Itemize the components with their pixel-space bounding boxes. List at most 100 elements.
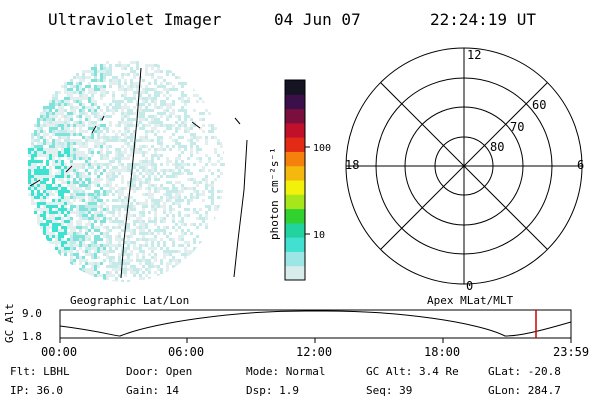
uv-pixel (49, 190, 52, 193)
uv-pixel (127, 256, 130, 259)
uv-pixel (148, 178, 151, 181)
uv-pixel (97, 169, 100, 172)
uv-pixel (34, 196, 37, 199)
uv-pixel (43, 214, 46, 217)
uv-pixel (73, 112, 76, 115)
uv-pixel (148, 253, 151, 256)
uv-pixel (181, 190, 184, 193)
uv-pixel (52, 160, 55, 163)
uv-pixel (85, 178, 88, 181)
uv-pixel (79, 226, 82, 229)
uv-pixel (70, 157, 73, 160)
uv-pixel (94, 268, 97, 271)
uv-pixel (166, 82, 169, 85)
uv-pixel (100, 157, 103, 160)
uv-pixel (88, 91, 91, 94)
uv-pixel (43, 229, 46, 232)
uv-pixel (58, 145, 61, 148)
uv-pixel (46, 121, 49, 124)
uv-pixel (88, 202, 91, 205)
uv-pixel (64, 136, 67, 139)
uv-pixel (55, 235, 58, 238)
uv-pixel (46, 205, 49, 208)
uv-pixel (124, 97, 127, 100)
uv-pixel (58, 157, 61, 160)
uv-pixel (94, 241, 97, 244)
uv-pixel (79, 268, 82, 271)
uv-pixel (52, 199, 55, 202)
uv-pixel (88, 238, 91, 241)
uv-pixel (100, 172, 103, 175)
uv-pixel (70, 175, 73, 178)
uv-pixel (127, 64, 130, 67)
uv-pixel (133, 274, 136, 277)
uv-pixel (175, 142, 178, 145)
uv-pixel (130, 271, 133, 274)
uv-pixel (178, 124, 181, 127)
uv-pixel (220, 202, 223, 205)
uv-pixel (169, 196, 172, 199)
uv-pixel (169, 262, 172, 265)
uv-pixel (79, 118, 82, 121)
uv-pixel (70, 181, 73, 184)
uv-pixel (34, 208, 37, 211)
uv-pixel (208, 184, 211, 187)
uv-pixel (112, 91, 115, 94)
uv-pixel (73, 238, 76, 241)
uv-pixel (121, 94, 124, 97)
uv-pixel (217, 154, 220, 157)
uv-pixel (121, 106, 124, 109)
uv-pixel (178, 118, 181, 121)
uv-pixel (157, 106, 160, 109)
uv-pixel (142, 88, 145, 91)
uv-pixel (79, 127, 82, 130)
uv-pixel (163, 244, 166, 247)
uv-pixel (34, 154, 37, 157)
uv-pixel (43, 151, 46, 154)
uv-pixel (91, 121, 94, 124)
uv-pixel (178, 196, 181, 199)
uv-pixel (49, 109, 52, 112)
uv-pixel (208, 124, 211, 127)
uv-pixel (85, 94, 88, 97)
uv-pixel (64, 199, 67, 202)
uv-pixel (136, 178, 139, 181)
uv-pixel (154, 121, 157, 124)
uv-pixel (175, 265, 178, 268)
uv-pixel (106, 274, 109, 277)
uv-pixel (55, 139, 58, 142)
uv-pixel (79, 103, 82, 106)
uv-pixel (133, 187, 136, 190)
uv-pixel (139, 91, 142, 94)
uv-pixel (136, 202, 139, 205)
uv-pixel (115, 106, 118, 109)
uv-pixel (37, 133, 40, 136)
uv-pixel (67, 184, 70, 187)
uv-pixel (136, 151, 139, 154)
uv-pixel (79, 232, 82, 235)
uv-pixel (109, 115, 112, 118)
uv-pixel (76, 157, 79, 160)
uv-pixel (145, 136, 148, 139)
uv-pixel (148, 262, 151, 265)
uv-pixel (67, 124, 70, 127)
uv-pixel (40, 136, 43, 139)
uv-pixel (73, 184, 76, 187)
uv-pixel (64, 229, 67, 232)
uv-pixel (67, 172, 70, 175)
uv-pixel (175, 166, 178, 169)
uv-pixel (133, 208, 136, 211)
uv-pixel (91, 193, 94, 196)
uv-pixel (64, 130, 67, 133)
uv-pixel (124, 217, 127, 220)
uv-pixel (130, 259, 133, 262)
uv-pixel (73, 76, 76, 79)
uv-pixel (103, 169, 106, 172)
uv-pixel (181, 262, 184, 265)
uv-pixel (37, 142, 40, 145)
uv-pixel (97, 274, 100, 277)
uv-pixel (106, 145, 109, 148)
uv-pixel (100, 73, 103, 76)
uv-pixel (85, 247, 88, 250)
uv-pixel (88, 121, 91, 124)
